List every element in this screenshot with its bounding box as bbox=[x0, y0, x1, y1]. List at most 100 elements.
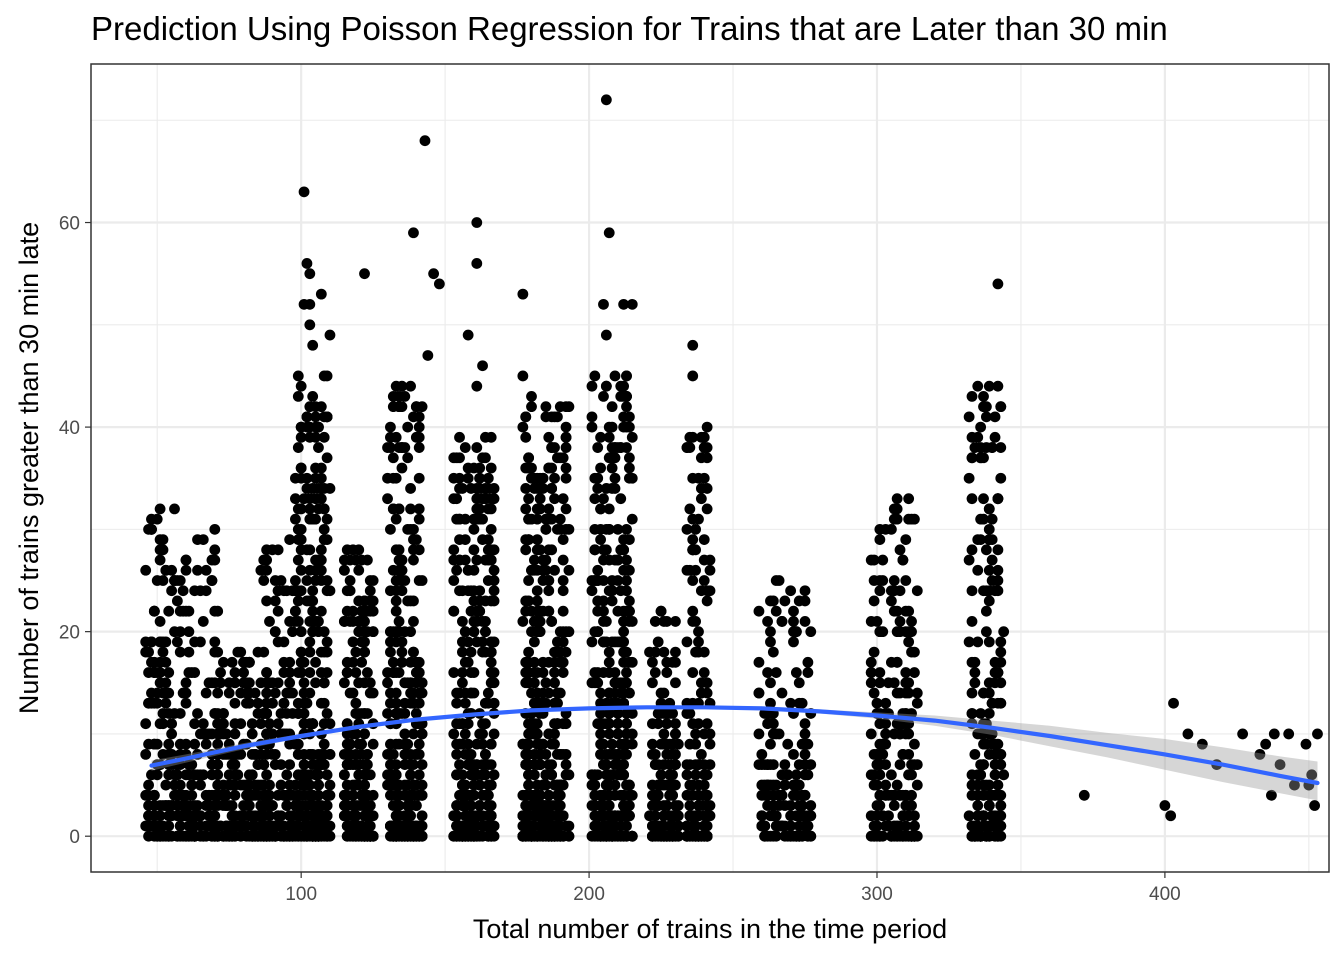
data-point bbox=[704, 738, 716, 750]
data-point bbox=[243, 687, 255, 699]
data-point bbox=[382, 779, 393, 791]
data-point bbox=[762, 667, 773, 678]
data-point bbox=[995, 636, 1007, 648]
data-point bbox=[989, 677, 1001, 689]
data-point bbox=[796, 738, 808, 750]
data-point bbox=[523, 595, 535, 607]
data-point bbox=[606, 452, 618, 464]
data-point bbox=[471, 258, 483, 269]
data-point bbox=[612, 728, 624, 740]
data-point bbox=[304, 646, 316, 658]
data-point bbox=[546, 616, 558, 627]
data-point bbox=[180, 554, 192, 566]
data-point bbox=[235, 718, 247, 730]
data-point bbox=[865, 554, 877, 566]
data-point bbox=[1196, 738, 1208, 750]
data-point bbox=[174, 575, 186, 586]
data-point bbox=[992, 493, 1004, 505]
data-point bbox=[975, 830, 987, 842]
data-point bbox=[154, 503, 166, 515]
data-point bbox=[983, 687, 995, 699]
data-point bbox=[672, 738, 684, 750]
data-point bbox=[416, 687, 428, 699]
data-point bbox=[393, 554, 405, 566]
data-point bbox=[900, 575, 912, 586]
data-point bbox=[603, 646, 615, 658]
data-point bbox=[661, 718, 673, 730]
data-point bbox=[790, 769, 802, 781]
data-point bbox=[779, 759, 791, 771]
data-point bbox=[197, 718, 209, 730]
data-point bbox=[416, 830, 428, 842]
data-point bbox=[382, 708, 393, 719]
data-point bbox=[595, 708, 606, 719]
data-point bbox=[393, 442, 405, 453]
data-point bbox=[698, 769, 710, 781]
data-point bbox=[480, 554, 491, 566]
data-point bbox=[983, 789, 995, 801]
data-point bbox=[154, 534, 166, 545]
data-point bbox=[353, 820, 365, 832]
data-point bbox=[448, 493, 460, 505]
data-point bbox=[390, 759, 402, 771]
data-point bbox=[799, 769, 811, 781]
data-point bbox=[405, 656, 416, 668]
data-point bbox=[554, 626, 566, 638]
data-point bbox=[413, 769, 425, 781]
data-point bbox=[623, 779, 635, 791]
data-point bbox=[385, 421, 396, 433]
data-point bbox=[520, 738, 532, 750]
data-point bbox=[151, 513, 163, 525]
data-point bbox=[684, 431, 696, 443]
data-point bbox=[410, 431, 422, 443]
data-point bbox=[468, 789, 480, 801]
data-point bbox=[554, 513, 566, 525]
data-point bbox=[874, 789, 886, 801]
data-point bbox=[658, 800, 670, 811]
data-point bbox=[765, 759, 776, 771]
data-point bbox=[589, 779, 601, 791]
data-point bbox=[621, 820, 632, 832]
data-point bbox=[623, 472, 635, 484]
data-point bbox=[992, 380, 1004, 392]
data-point bbox=[788, 636, 799, 648]
data-point bbox=[264, 830, 275, 842]
data-point bbox=[598, 391, 609, 402]
data-point bbox=[148, 800, 160, 811]
data-point bbox=[586, 769, 598, 781]
data-point bbox=[978, 759, 989, 771]
data-point bbox=[177, 789, 189, 801]
data-point bbox=[413, 442, 425, 453]
data-point bbox=[315, 564, 327, 576]
data-point bbox=[557, 585, 569, 597]
data-point bbox=[693, 626, 704, 638]
data-point bbox=[609, 554, 621, 566]
data-point bbox=[664, 810, 676, 822]
data-point bbox=[477, 759, 488, 771]
data-point bbox=[405, 503, 416, 515]
data-point bbox=[186, 759, 198, 771]
data-point bbox=[552, 523, 563, 535]
data-point bbox=[891, 513, 903, 525]
data-point bbox=[413, 503, 425, 515]
data-point bbox=[621, 667, 632, 678]
data-point bbox=[243, 789, 255, 801]
data-point bbox=[163, 687, 175, 699]
data-point bbox=[301, 258, 313, 269]
data-point bbox=[396, 380, 408, 392]
data-point bbox=[969, 667, 981, 678]
data-point bbox=[485, 820, 497, 832]
data-point bbox=[546, 483, 558, 494]
data-point bbox=[983, 708, 995, 719]
data-point bbox=[341, 830, 353, 842]
data-point bbox=[223, 830, 235, 842]
data-point bbox=[626, 513, 638, 525]
data-point bbox=[586, 411, 598, 423]
data-point bbox=[658, 708, 670, 719]
data-point bbox=[897, 810, 909, 822]
data-point bbox=[1159, 800, 1171, 811]
data-point bbox=[598, 493, 609, 505]
data-point bbox=[655, 769, 667, 781]
data-point bbox=[776, 616, 788, 627]
data-point bbox=[626, 830, 638, 842]
